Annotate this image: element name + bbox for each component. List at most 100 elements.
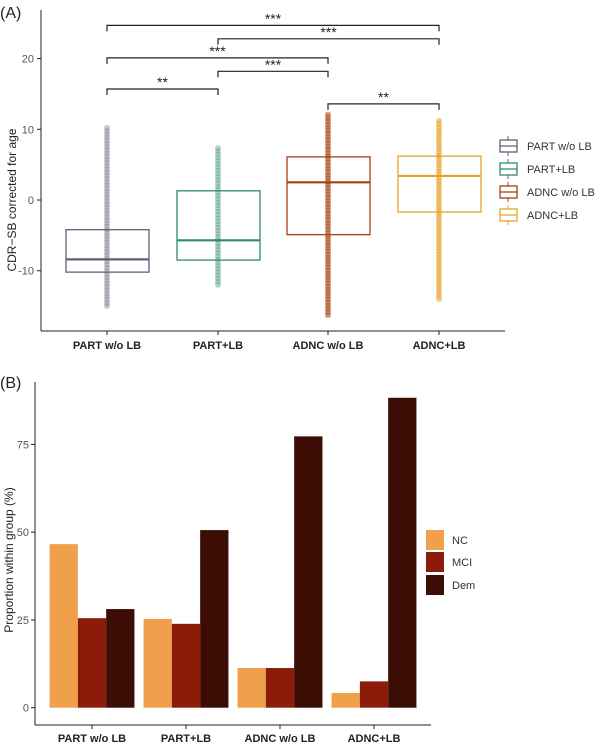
data-point xyxy=(104,188,110,195)
data-point xyxy=(104,175,110,182)
y-tick-label: 50 xyxy=(17,527,29,539)
data-point xyxy=(104,261,110,268)
y-tick-label: 25 xyxy=(17,615,29,627)
data-point xyxy=(104,264,110,271)
data-point xyxy=(215,202,221,209)
data-point xyxy=(215,275,221,282)
data-point xyxy=(104,182,110,189)
data-point xyxy=(104,220,110,227)
data-point xyxy=(215,183,221,190)
data-point xyxy=(104,134,110,141)
data-point xyxy=(104,128,110,135)
data-point xyxy=(215,211,221,218)
data-point xyxy=(325,111,331,118)
bar-mci xyxy=(171,623,201,708)
x-tick-label: ADNC+LB xyxy=(348,733,401,743)
legend-label: PART+LB xyxy=(527,164,575,176)
data-point xyxy=(215,265,221,272)
data-point xyxy=(104,290,110,297)
data-point xyxy=(104,159,110,166)
data-point xyxy=(104,172,110,179)
bar-dem xyxy=(106,609,135,708)
data-point xyxy=(104,191,110,198)
significance-label: *** xyxy=(320,24,337,40)
data-point xyxy=(104,137,110,144)
y-axis-label: CDR−SB corrected for age xyxy=(5,128,19,271)
significance-label: *** xyxy=(265,56,282,72)
data-point xyxy=(215,256,221,263)
data-point xyxy=(215,154,221,161)
y-tick-label: -10 xyxy=(18,266,34,278)
data-point xyxy=(104,169,110,176)
x-tick-label: PART w/o LB xyxy=(58,733,126,743)
legend-label: ADNC+LB xyxy=(527,210,578,222)
data-point xyxy=(104,287,110,294)
data-point xyxy=(215,218,221,225)
data-point xyxy=(104,217,110,224)
box-iqr xyxy=(286,156,371,236)
data-point xyxy=(215,227,221,234)
data-point xyxy=(215,199,221,206)
data-point xyxy=(215,234,221,241)
data-point xyxy=(104,207,110,214)
bar-mci xyxy=(265,668,295,708)
data-point xyxy=(215,224,221,231)
data-point xyxy=(215,205,221,212)
data-point xyxy=(215,180,221,187)
legend-label: PART w/o LB xyxy=(527,141,592,153)
data-point xyxy=(215,157,221,164)
data-point xyxy=(436,117,442,124)
data-point xyxy=(215,215,221,222)
box-2 xyxy=(325,111,331,319)
significance-label: ** xyxy=(378,89,389,105)
data-point xyxy=(104,213,110,220)
data-point xyxy=(104,143,110,150)
data-point xyxy=(104,210,110,217)
data-point xyxy=(215,250,221,257)
bar-dem xyxy=(200,530,229,708)
significance-bracket xyxy=(106,88,219,96)
panel-label: (B) xyxy=(0,375,21,392)
data-point xyxy=(215,246,221,253)
y-tick-label: 10 xyxy=(22,124,34,136)
bar-nc xyxy=(237,668,266,708)
data-point xyxy=(215,160,221,167)
y-axis-label: Proportion within group (%) xyxy=(2,487,16,632)
data-point xyxy=(215,240,221,247)
bar-nc xyxy=(49,544,78,708)
data-point xyxy=(104,223,110,230)
box-1 xyxy=(215,145,221,288)
data-point xyxy=(215,269,221,276)
data-point xyxy=(104,198,110,205)
significance-bracket xyxy=(217,70,329,78)
data-point xyxy=(215,281,221,288)
x-tick-label: PART+LB xyxy=(193,340,243,352)
data-point xyxy=(215,259,221,266)
legend-key xyxy=(426,552,444,572)
significance-label: *** xyxy=(265,10,282,26)
data-point xyxy=(104,245,110,252)
bar-nc xyxy=(331,692,360,708)
x-tick-label: ADNC+LB xyxy=(413,340,466,352)
legend-label: Dem xyxy=(452,580,475,592)
data-point xyxy=(104,303,110,310)
data-point xyxy=(104,163,110,170)
data-point xyxy=(104,201,110,208)
data-point xyxy=(215,221,221,228)
data-point xyxy=(215,195,221,202)
data-point xyxy=(215,278,221,285)
x-tick-label: PART+LB xyxy=(161,733,211,743)
data-point xyxy=(104,194,110,201)
data-point xyxy=(104,147,110,154)
panel-a-boxplot: (A) -10 0 10 20 CDR−SB corrected for age PART … xyxy=(0,5,595,352)
data-point xyxy=(104,274,110,281)
data-point xyxy=(215,230,221,237)
data-point xyxy=(215,272,221,279)
significance-bracket xyxy=(327,103,440,110)
data-point xyxy=(104,185,110,192)
box-iqr xyxy=(65,229,150,273)
box-iqr xyxy=(397,155,482,213)
bar-mci xyxy=(77,618,107,708)
significance-bracket xyxy=(217,38,440,45)
